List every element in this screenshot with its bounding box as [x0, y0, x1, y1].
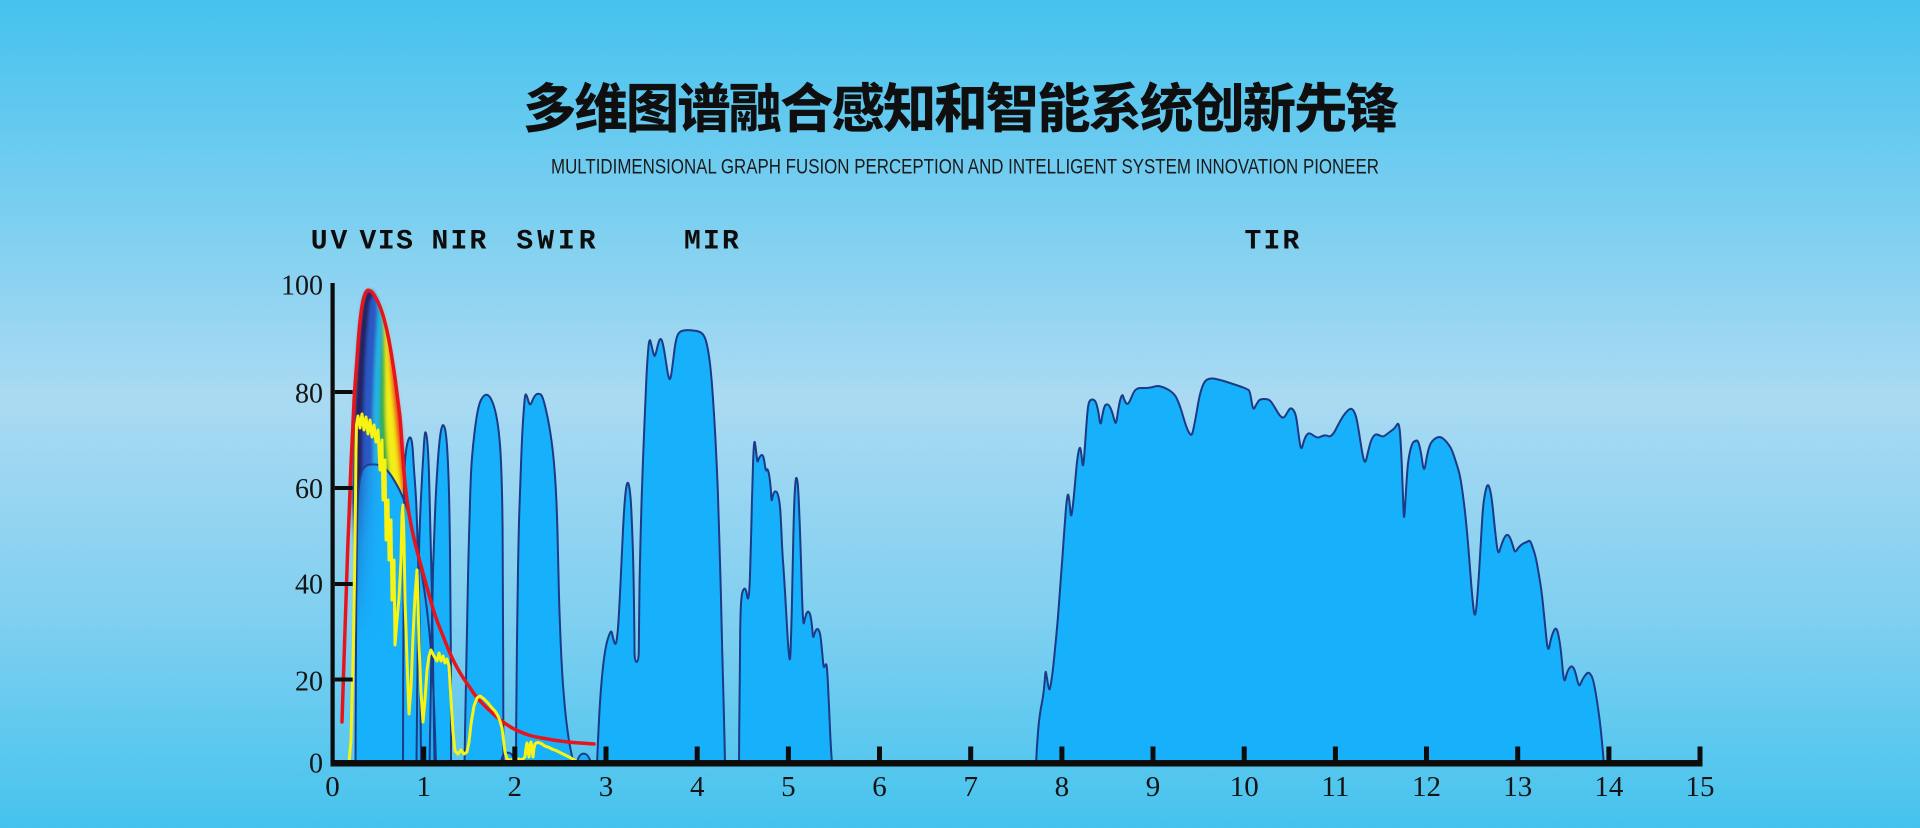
svg-text:12: 12 — [1412, 771, 1441, 803]
svg-text:9: 9 — [1146, 771, 1161, 803]
svg-text:4: 4 — [690, 771, 705, 803]
svg-text:14: 14 — [1594, 771, 1624, 803]
svg-text:8: 8 — [1055, 771, 1070, 803]
svg-text:SWIR: SWIR — [516, 227, 599, 258]
svg-text:NIR: NIR — [431, 227, 488, 258]
svg-text:7: 7 — [963, 771, 978, 803]
svg-text:0: 0 — [325, 771, 340, 803]
svg-text:80: 80 — [295, 379, 323, 410]
svg-text:MULTIDIMENSIONAL GRAPH FUSION: MULTIDIMENSIONAL GRAPH FUSION PERCEPTION… — [551, 155, 1379, 179]
svg-text:40: 40 — [295, 570, 323, 601]
svg-text:11: 11 — [1321, 771, 1349, 803]
svg-text:VIS: VIS — [360, 227, 415, 258]
svg-text:UV: UV — [311, 227, 351, 258]
svg-text:0: 0 — [309, 749, 323, 780]
svg-text:3: 3 — [599, 771, 614, 803]
svg-text:2: 2 — [508, 771, 523, 803]
svg-text:1: 1 — [416, 771, 431, 803]
svg-text:60: 60 — [295, 474, 323, 505]
svg-text:TIR: TIR — [1244, 227, 1301, 258]
svg-text:MIR: MIR — [684, 227, 741, 258]
svg-text:100: 100 — [281, 271, 323, 302]
svg-text:20: 20 — [295, 667, 323, 698]
svg-text:15: 15 — [1686, 771, 1715, 803]
svg-text:13: 13 — [1503, 771, 1532, 803]
svg-text:5: 5 — [781, 771, 796, 803]
svg-text:10: 10 — [1230, 771, 1259, 803]
svg-text:6: 6 — [872, 771, 887, 803]
